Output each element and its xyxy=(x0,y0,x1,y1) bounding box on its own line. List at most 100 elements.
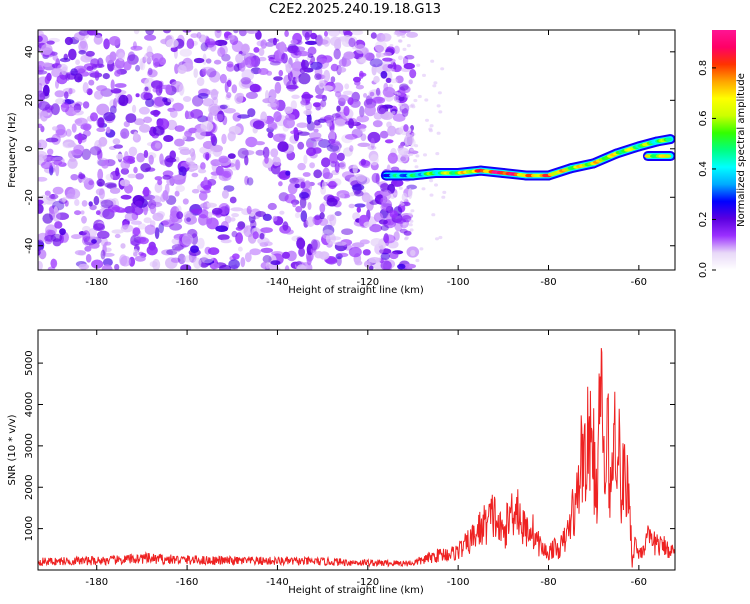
noise-blob xyxy=(416,63,421,67)
noise-blob xyxy=(389,210,399,219)
noise-blob xyxy=(287,45,298,54)
noise-blob xyxy=(82,225,91,233)
noise-blob xyxy=(241,69,255,82)
noise-blob xyxy=(435,152,440,156)
noise-blob xyxy=(86,88,93,96)
noise-blob xyxy=(323,69,331,82)
noise-blob xyxy=(325,232,336,245)
noise-blob xyxy=(360,158,366,166)
noise-blob xyxy=(337,66,347,73)
noise-blob xyxy=(180,264,192,270)
noise-blob xyxy=(334,241,347,246)
noise-blob xyxy=(190,151,196,161)
noise-blob xyxy=(265,261,271,269)
noise-blob xyxy=(244,175,250,186)
noise-blob xyxy=(79,38,87,49)
noise-blob xyxy=(424,98,429,102)
heatmap-y-tick-label: 20 xyxy=(24,94,35,107)
heatmap-x-axis: -180 -160 -140 -120 -100 -80 -60 xyxy=(85,30,647,288)
noise-blob xyxy=(104,198,117,207)
noise-blob xyxy=(235,53,244,64)
noise-blob xyxy=(411,132,416,136)
heatmap-x-tick-label: -140 xyxy=(266,277,289,288)
heatmap-x-tick-label: -120 xyxy=(356,277,379,288)
noise-blob xyxy=(234,93,244,104)
noise-blob xyxy=(110,79,115,90)
noise-blob xyxy=(249,83,261,93)
noise-blob xyxy=(279,210,285,215)
noise-blob xyxy=(78,50,86,55)
noise-blob xyxy=(314,214,321,221)
noise-blob xyxy=(393,45,400,54)
noise-blob xyxy=(109,36,121,46)
noise-blob xyxy=(169,109,178,118)
noise-blob xyxy=(128,146,138,157)
noise-blob xyxy=(151,195,162,205)
noise-blob xyxy=(53,159,63,166)
noise-blob xyxy=(47,148,54,155)
noise-blob xyxy=(178,166,187,177)
noise-blob xyxy=(380,252,390,260)
noise-blob xyxy=(391,179,404,187)
noise-blob xyxy=(202,201,208,211)
noise-blob xyxy=(343,105,350,117)
noise-blob xyxy=(47,266,56,270)
noise-blob xyxy=(38,150,48,161)
snr-frame xyxy=(37,329,676,571)
noise-blob xyxy=(38,203,44,214)
noise-blob xyxy=(186,217,192,222)
noise-blob xyxy=(124,151,129,161)
noise-blob xyxy=(100,199,114,209)
noise-blob xyxy=(331,113,341,118)
noise-blob xyxy=(90,58,100,68)
noise-blob xyxy=(284,193,296,204)
noise-blob xyxy=(203,176,208,187)
noise-blob xyxy=(380,260,392,270)
noise-blob xyxy=(218,170,229,177)
noise-blob xyxy=(417,94,422,99)
noise-blob xyxy=(307,202,312,210)
noise-blob xyxy=(90,112,98,122)
noise-blob xyxy=(296,236,303,242)
noise-blob xyxy=(279,133,287,138)
snr-x-tick-label: -60 xyxy=(631,577,647,588)
noise-blob xyxy=(207,112,213,124)
noise-blob xyxy=(134,200,143,206)
noise-blob xyxy=(231,230,238,238)
noise-blob xyxy=(393,192,398,196)
noise-blob xyxy=(140,163,151,173)
noise-blob xyxy=(363,93,368,98)
snr-y-axis: 1000 2000 3000 4000 5000 xyxy=(24,350,675,541)
noise-blob xyxy=(437,91,442,95)
noise-blob xyxy=(45,137,59,143)
noise-blob xyxy=(127,51,136,62)
noise-blob xyxy=(297,131,310,136)
noise-blob xyxy=(306,121,315,131)
noise-blob xyxy=(238,246,243,252)
noise-blob xyxy=(353,76,361,83)
noise-blob xyxy=(368,257,381,263)
noise-blob xyxy=(409,228,414,232)
noise-blob xyxy=(270,260,281,266)
noise-blob xyxy=(409,69,417,79)
noise-blob xyxy=(306,147,317,157)
noise-blob xyxy=(442,190,447,194)
noise-blob xyxy=(314,119,321,126)
noise-blob xyxy=(78,40,89,53)
noise-blob xyxy=(210,133,217,143)
noise-blob xyxy=(197,237,205,249)
noise-blob xyxy=(38,30,44,37)
noise-blob xyxy=(296,264,306,270)
noise-blob xyxy=(120,224,134,233)
noise-blob xyxy=(245,136,258,148)
noise-blob xyxy=(85,253,92,263)
noise-blob xyxy=(54,90,65,98)
noise-blob xyxy=(362,249,371,256)
noise-blob xyxy=(68,48,77,61)
heatmap-x-tick-label: -80 xyxy=(540,277,556,288)
noise-blob xyxy=(429,124,434,128)
noise-blob xyxy=(205,58,212,64)
noise-blob xyxy=(265,41,275,47)
noise-blob xyxy=(38,176,48,182)
noise-blob xyxy=(436,131,441,135)
